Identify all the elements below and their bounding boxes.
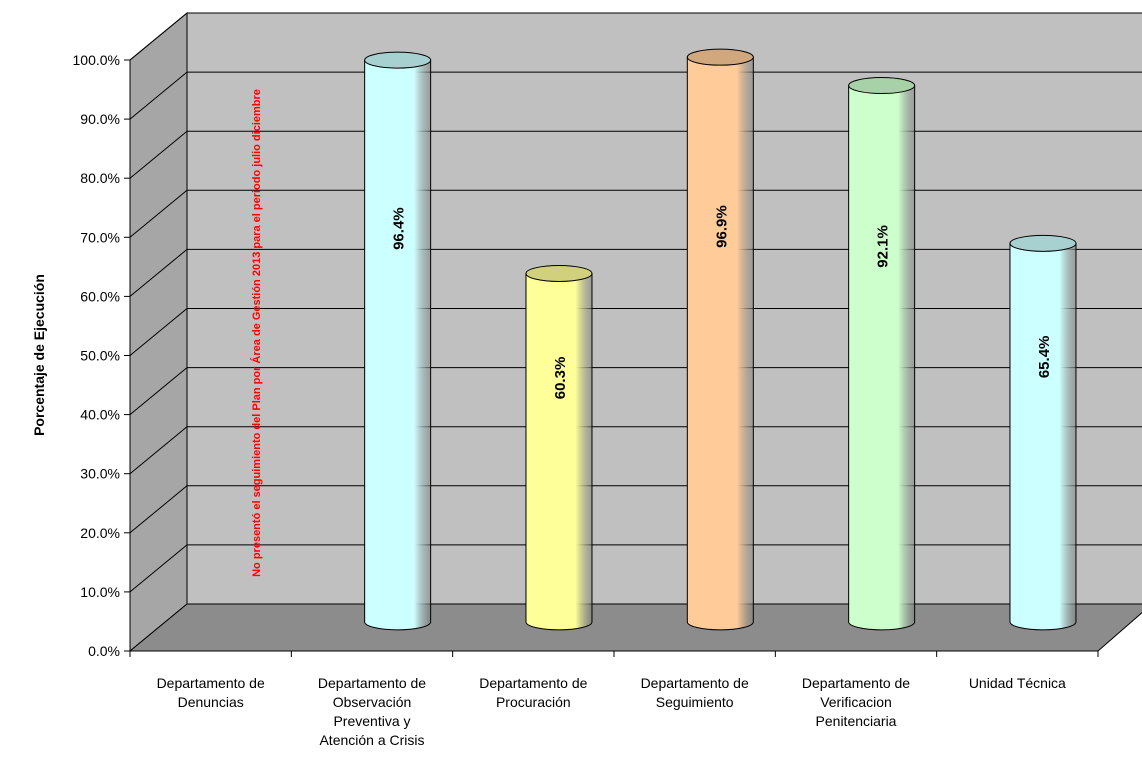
bar-body xyxy=(525,272,593,631)
y-tick-label: 90.0% xyxy=(80,111,120,127)
gridline-side xyxy=(129,12,188,61)
y-tick-label: 40.0% xyxy=(80,407,120,423)
bar-body xyxy=(364,59,432,631)
x-category-label: Departamento de Observación Preventiva y At… xyxy=(318,675,426,748)
y-axis-label: Porcentaje de Ejecución xyxy=(31,274,47,436)
y-tick-label: 100.0% xyxy=(73,52,120,68)
y-tick-label: 0.0% xyxy=(88,643,120,659)
floor xyxy=(128,603,1142,652)
bar-top xyxy=(848,77,916,95)
bar-value-label: 92.1% xyxy=(875,225,892,268)
gridline-side xyxy=(129,367,188,415)
bars: 96.4% 60.3% 96.9% 92.1% 65.4% xyxy=(364,48,1077,631)
gridline-side xyxy=(129,426,188,475)
y-tick-label: 50.0% xyxy=(80,348,120,364)
y-tick-label: 10.0% xyxy=(80,584,120,600)
bar-top xyxy=(1009,234,1077,252)
no-data-annotation: No presentó el seguimiento del Plan por … xyxy=(250,89,263,577)
bar-cylinder: 92.1% xyxy=(848,77,916,631)
x-category-label: Departamento de Seguimiento xyxy=(641,675,749,710)
bar-cylinder: 96.9% xyxy=(686,48,754,631)
y-tick-label: 60.0% xyxy=(80,288,120,304)
bar-top xyxy=(525,264,593,282)
x-category-labels: Departamento de Denuncias Departamento de O… xyxy=(157,675,1066,748)
gridlines xyxy=(129,12,1142,593)
gridline-side xyxy=(129,485,188,534)
x-category-label: Unidad Técnica xyxy=(969,675,1066,691)
y-tick-label: 80.0% xyxy=(80,170,120,186)
bar-top xyxy=(686,48,754,66)
bar-value-label: 96.4% xyxy=(391,207,408,250)
axes xyxy=(124,59,1099,657)
gridline-side xyxy=(129,544,188,593)
bar-top xyxy=(364,51,432,69)
bar-cylinder: 60.3% xyxy=(525,264,593,631)
x-category-label: Departamento de Denuncias xyxy=(157,675,265,710)
y-tick-label: 30.0% xyxy=(80,466,120,482)
bar-body xyxy=(1009,242,1077,631)
bar-cylinder: 96.4% xyxy=(364,51,432,631)
chart-walls xyxy=(128,11,1142,653)
bar-value-label: 96.9% xyxy=(713,205,730,248)
gridline-side xyxy=(129,189,188,238)
gridline-side xyxy=(129,71,188,120)
y-tick-label: 70.0% xyxy=(80,229,120,245)
gridline-side xyxy=(129,130,188,179)
gridline-side xyxy=(129,249,188,297)
bar-value-label: 60.3% xyxy=(552,357,569,400)
x-category-label: Departamento de Verificacion Penitenciaria xyxy=(802,675,910,729)
bar-value-label: 65.4% xyxy=(1036,336,1053,379)
bar-body xyxy=(848,85,916,631)
x-category-label: Departamento de Procuración xyxy=(479,675,587,710)
y-tick-label: 20.0% xyxy=(80,525,120,541)
bar-body xyxy=(686,56,754,631)
gridline-side xyxy=(129,308,188,356)
y-tick-labels: 0.0% 10.0% 20.0% 30.0% 40.0% 50.0% 60.0% 70.0% 8… xyxy=(73,52,120,659)
bar-cylinder: 65.4% xyxy=(1009,234,1077,631)
